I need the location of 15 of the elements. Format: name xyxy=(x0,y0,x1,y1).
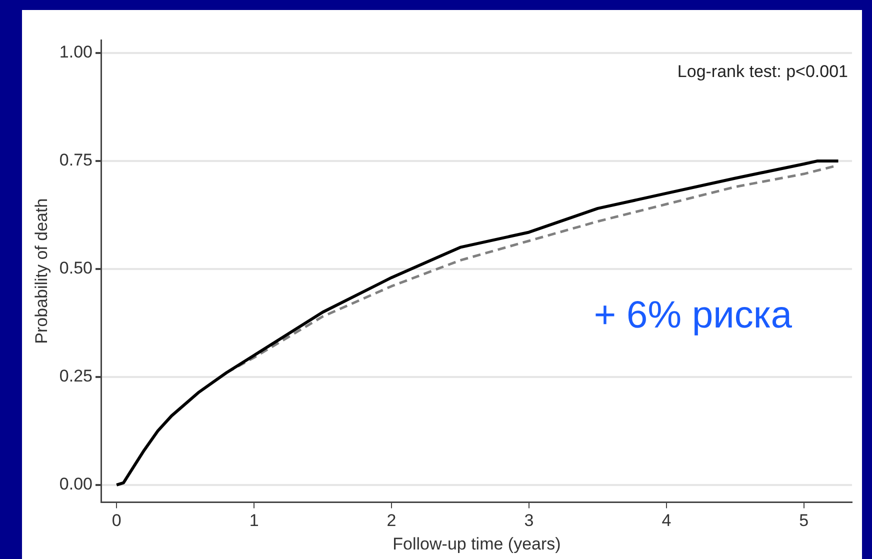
y-tick-label: 0.75 xyxy=(59,150,92,170)
x-tick-label: 4 xyxy=(662,511,672,530)
y-tick-label: 0.00 xyxy=(59,474,92,494)
x-axis-title: Follow-up time (years) xyxy=(392,534,561,554)
annotation: Log-rank test: p<0.001 xyxy=(677,62,848,82)
y-tick-label: 0.25 xyxy=(59,366,92,386)
annotation: + 6% риска xyxy=(594,294,793,336)
y-tick-label: 0.50 xyxy=(59,258,92,278)
x-tick-label: 1 xyxy=(249,511,259,530)
x-tick-label: 2 xyxy=(386,511,396,530)
y-tick-label: 1.00 xyxy=(59,42,92,62)
x-tick-label: 5 xyxy=(799,511,809,530)
x-tick-label: 3 xyxy=(524,511,534,530)
x-tick-label: 0 xyxy=(112,511,122,530)
y-axis-title: Probability of death xyxy=(32,198,51,344)
